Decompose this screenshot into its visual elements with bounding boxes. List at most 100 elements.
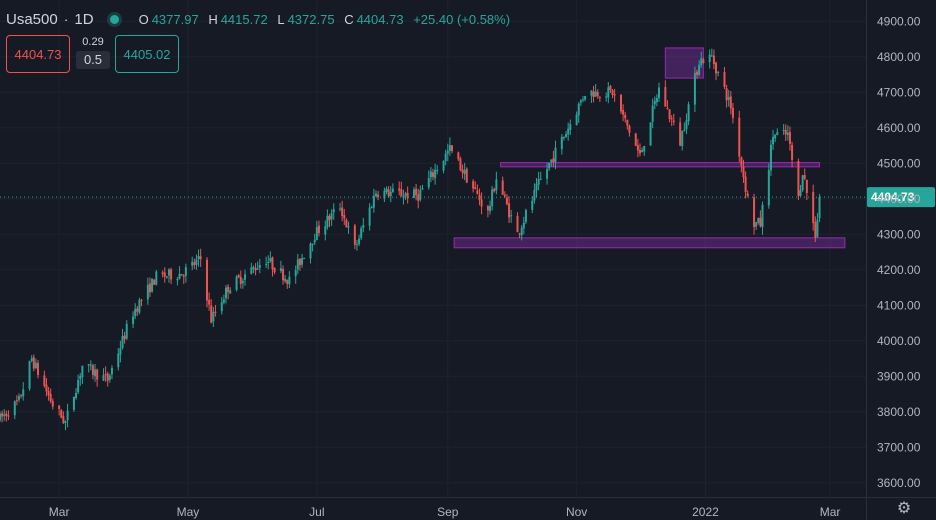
candle-body bbox=[284, 278, 287, 282]
candle-body bbox=[3, 414, 6, 416]
candle-body bbox=[75, 392, 78, 398]
price-tick-label: 3800.00 bbox=[877, 405, 921, 419]
candle-body bbox=[664, 86, 667, 107]
candle-body bbox=[151, 278, 154, 292]
candle-body bbox=[803, 175, 806, 179]
candle-body bbox=[480, 199, 483, 207]
candle-body bbox=[696, 71, 699, 75]
candle-body bbox=[788, 132, 791, 144]
candle-body bbox=[353, 225, 356, 245]
price-tick-label: 3900.00 bbox=[877, 369, 921, 383]
candle-body bbox=[132, 316, 135, 325]
symbol-name[interactable]: Usa500 bbox=[6, 10, 58, 28]
candle-body bbox=[360, 228, 363, 238]
candle-body bbox=[784, 129, 787, 135]
price-axis: 3600.00 3700.00 3800.00 3900.00 4000.00 4100.… bbox=[866, 0, 921, 520]
candle-body bbox=[419, 190, 422, 200]
candle-body bbox=[501, 180, 504, 195]
sell-button[interactable]: 4404.73 bbox=[6, 35, 70, 73]
low-label: L bbox=[277, 11, 285, 27]
change-value: +25.40 (+0.58%) bbox=[413, 11, 511, 27]
candle-body bbox=[683, 129, 686, 131]
candle-body bbox=[412, 189, 415, 198]
candle-body bbox=[738, 117, 741, 157]
price-tick-label: 4100.00 bbox=[877, 298, 921, 312]
candle-body bbox=[195, 259, 198, 265]
candle-body bbox=[138, 300, 141, 313]
candle-body bbox=[229, 290, 232, 294]
candle-body bbox=[562, 136, 565, 139]
time-tick-label: Jul bbox=[309, 505, 324, 519]
candle-body bbox=[225, 287, 228, 299]
candle-body bbox=[199, 256, 202, 260]
candle-body bbox=[459, 158, 462, 171]
candle-body bbox=[744, 176, 747, 193]
candle-body bbox=[341, 207, 344, 217]
candle-body bbox=[801, 175, 804, 191]
candle-body bbox=[182, 275, 185, 277]
candle-body bbox=[415, 188, 418, 195]
candle-body bbox=[77, 379, 80, 393]
candle-body bbox=[104, 374, 107, 376]
candle-body bbox=[391, 188, 394, 193]
candle-body bbox=[328, 215, 331, 221]
candle-body bbox=[537, 179, 540, 185]
candle-body bbox=[774, 134, 777, 139]
candle-body bbox=[123, 335, 126, 340]
candle-body bbox=[522, 222, 525, 229]
candle-body bbox=[271, 257, 274, 270]
candle-body bbox=[746, 193, 749, 196]
candle-body bbox=[252, 267, 255, 269]
price-tick-label: 3700.00 bbox=[877, 440, 921, 454]
candle-body bbox=[493, 188, 496, 192]
timeframe-label[interactable]: 1D bbox=[74, 10, 94, 28]
candle-body bbox=[208, 299, 211, 305]
candle-body bbox=[641, 150, 644, 153]
candle-body bbox=[478, 194, 481, 200]
candle-body bbox=[30, 358, 33, 361]
buy-button[interactable]: 4405.02 bbox=[115, 35, 179, 73]
price-tick-label: 4000.00 bbox=[877, 334, 921, 348]
candle-body bbox=[655, 97, 658, 103]
price-tick-label: 4200.00 bbox=[877, 263, 921, 277]
candle-body bbox=[554, 147, 557, 162]
candle-body bbox=[286, 279, 289, 285]
candle-body bbox=[565, 134, 568, 138]
candle-body bbox=[32, 357, 35, 369]
candle-body bbox=[178, 273, 181, 279]
candle-body bbox=[148, 283, 151, 293]
candle-body bbox=[146, 284, 149, 300]
candle-body bbox=[679, 122, 682, 146]
candle-body bbox=[539, 178, 542, 180]
candle-body bbox=[45, 384, 48, 392]
price-tick-label: 4900.00 bbox=[877, 14, 921, 28]
candle-body bbox=[581, 99, 584, 101]
open-label: O bbox=[138, 11, 149, 27]
candle-body bbox=[330, 213, 333, 220]
candle-body bbox=[609, 86, 612, 90]
candle-body bbox=[757, 218, 760, 223]
candle-body bbox=[465, 168, 468, 183]
candle-body bbox=[237, 275, 240, 278]
candle-body bbox=[472, 181, 475, 189]
candle-body bbox=[20, 395, 23, 397]
candle-body bbox=[358, 238, 361, 245]
candle-body bbox=[575, 114, 578, 126]
candle-body bbox=[267, 261, 270, 264]
candle-body bbox=[653, 100, 656, 105]
candle-body bbox=[442, 160, 445, 171]
candle-body bbox=[258, 265, 261, 269]
candle-body bbox=[47, 390, 50, 396]
quantity-value[interactable]: 0.5 bbox=[76, 51, 110, 69]
candle-body bbox=[436, 169, 439, 171]
candle-body bbox=[786, 132, 789, 135]
candle-body bbox=[448, 145, 451, 151]
gear-icon[interactable]: ⚙ bbox=[896, 500, 912, 517]
candle-body bbox=[282, 269, 285, 281]
time-tick-label: Nov bbox=[566, 505, 587, 519]
candle-body bbox=[505, 197, 508, 205]
candle-body bbox=[486, 206, 489, 211]
candle-body bbox=[64, 421, 67, 423]
candle-body bbox=[108, 375, 111, 380]
